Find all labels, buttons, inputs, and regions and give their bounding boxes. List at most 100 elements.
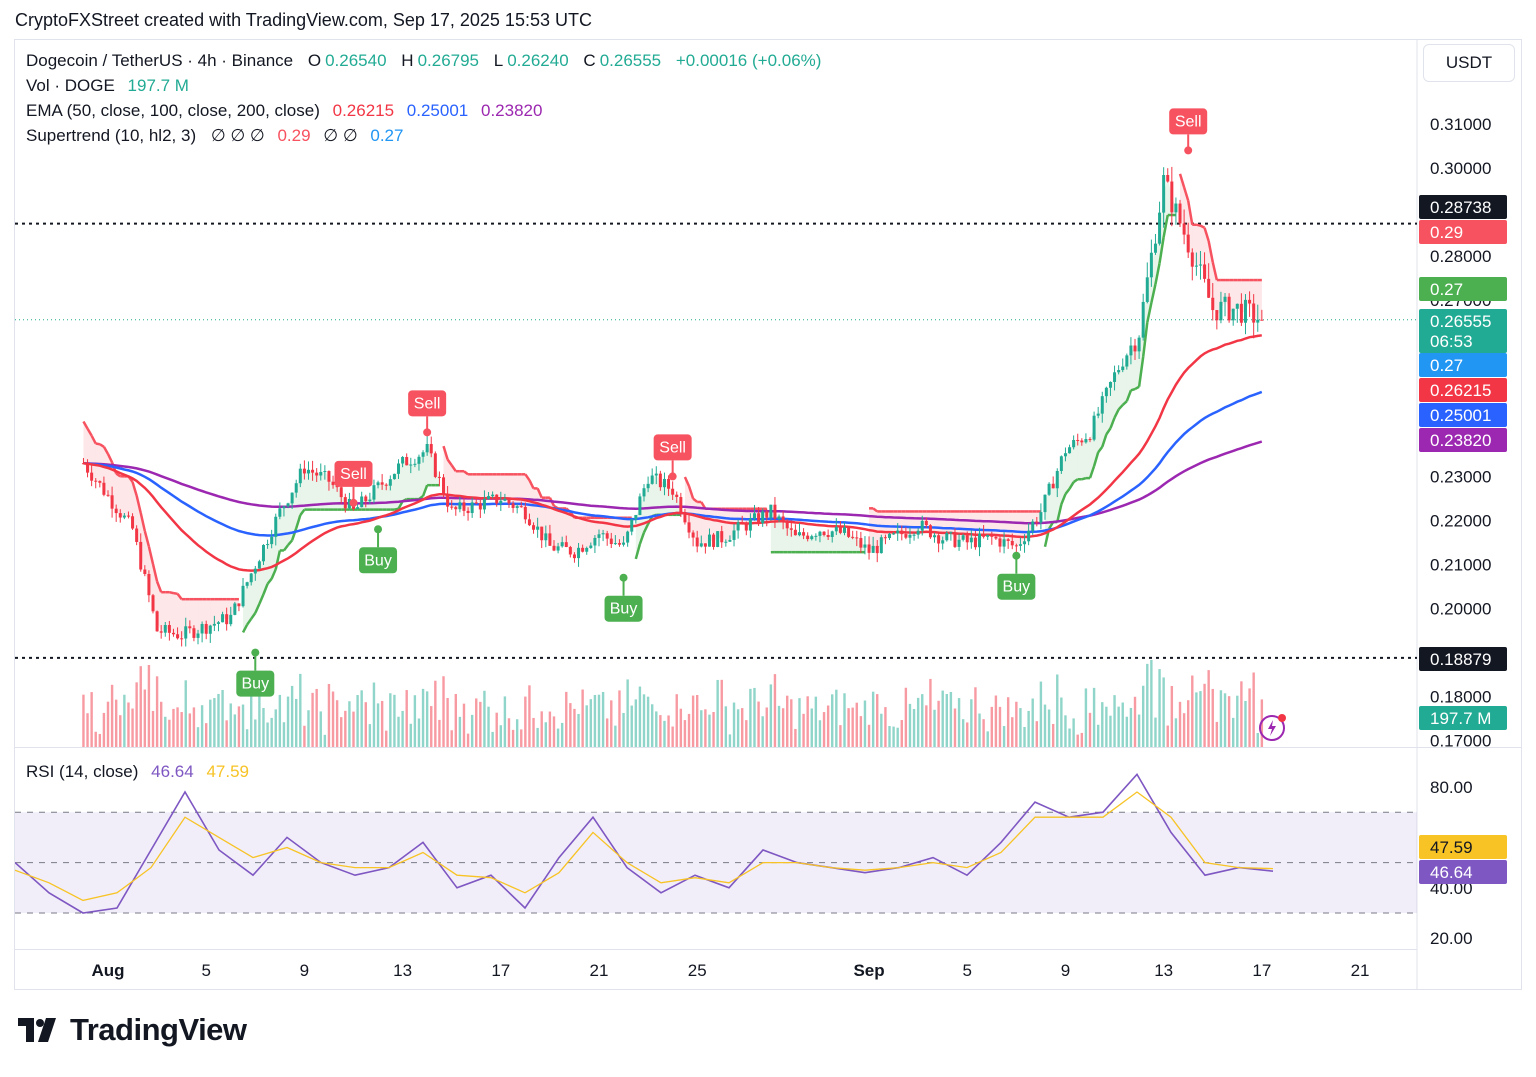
rsi-legend[interactable]: RSI (14, close) 46.64 47.59: [26, 762, 253, 782]
volume-bar: [1109, 715, 1112, 747]
volume-bar: [1101, 702, 1104, 747]
candle-body: [920, 520, 924, 531]
candle-body: [233, 603, 237, 615]
currency-button[interactable]: USDT: [1423, 44, 1515, 82]
ema100-badge: [1419, 403, 1507, 427]
volume-bar: [470, 714, 474, 747]
ema-legend[interactable]: EMA (50, close, 100, close, 200, close) …: [26, 101, 546, 121]
signal-text: Buy: [364, 552, 392, 569]
time-tick-label: 17: [1252, 961, 1271, 980]
supertrend-fill: [578, 517, 583, 553]
volume-bar: [221, 689, 224, 747]
supertrend-up-segment: [1158, 236, 1165, 264]
volume-bar: [348, 701, 351, 747]
supertrend-fill: [619, 517, 624, 544]
supertrend-down-segment: [536, 487, 543, 499]
supertrend-up-badge-text: 0.29: [1430, 223, 1463, 242]
candle-body: [114, 508, 118, 514]
candle-body: [859, 538, 863, 548]
ema100-value: 0.25001: [406, 101, 469, 120]
volume-bar: [667, 715, 670, 747]
buy-signal-label: [359, 547, 398, 574]
volume-bar: [192, 707, 196, 747]
volume-bar: [855, 702, 858, 747]
candle-body: [1002, 539, 1006, 547]
candle-body: [744, 524, 748, 531]
signal-dot: [1184, 146, 1193, 155]
key-low-badge-text: 0.18879: [1430, 650, 1491, 669]
volume-bar: [389, 693, 392, 747]
volume-bar: [528, 685, 531, 747]
volume-bar: [380, 700, 384, 747]
supertrend-fill: [1257, 280, 1262, 322]
candle-body: [466, 510, 470, 514]
low-label: L: [493, 51, 504, 70]
supertrend-fill: [304, 471, 309, 510]
candle-body: [257, 561, 261, 569]
supertrend-up-segment: [394, 507, 399, 511]
candle-body: [208, 625, 212, 634]
tradingview-logo[interactable]: TradingView: [18, 1012, 247, 1048]
volume-bar: [1129, 707, 1133, 747]
volume-bar: [904, 687, 908, 747]
volume-bar: [442, 676, 445, 747]
volume-bar: [168, 719, 171, 747]
volume-bar: [1096, 724, 1100, 747]
candle-body: [180, 638, 184, 640]
supertrend-fill: [1077, 440, 1082, 480]
candle-body: [143, 569, 147, 574]
candle-body: [122, 515, 126, 518]
candle-body: [278, 508, 282, 517]
candle-body: [1055, 470, 1059, 489]
time-tick-label: 5: [963, 961, 972, 980]
volume-legend[interactable]: Vol · DOGE 197.7 M: [26, 76, 193, 96]
volume-bar: [1043, 704, 1047, 747]
supertrend-fill: [451, 465, 456, 509]
supertrend-fill: [586, 517, 591, 550]
volume-bar: [941, 690, 944, 747]
supertrend-fill: [824, 533, 829, 553]
candle-body: [446, 494, 450, 507]
candle-body: [605, 533, 609, 539]
key-high-badge-text: 0.28738: [1430, 198, 1491, 217]
supertrend-legend[interactable]: Supertrend (10, hl2, 3) ∅ ∅ ∅ 0.29 ∅ ∅ 0…: [26, 126, 407, 146]
volume-bar: [376, 703, 380, 747]
volume-bar: [765, 707, 768, 747]
supertrend-fill: [414, 460, 419, 500]
supertrend-fill: [701, 501, 706, 545]
supertrend-fill: [873, 508, 878, 550]
volume-bar: [888, 726, 891, 747]
supertrend-fill: [410, 464, 415, 500]
candle-body: [969, 537, 973, 543]
candle-body: [86, 463, 90, 473]
candle-body: [1006, 539, 1010, 541]
supertrend-fill: [382, 483, 387, 510]
time-tick-label: 21: [1351, 961, 1370, 980]
time-tick-label: Sep: [853, 961, 884, 980]
volume-bar: [712, 711, 715, 747]
symbol-label[interactable]: Dogecoin / TetherUS · 4h · Binance: [26, 51, 294, 70]
volume-bar: [757, 701, 760, 747]
candle-body: [933, 535, 937, 538]
candle-body: [81, 463, 85, 465]
rsi-ma-line: [15, 791, 1274, 902]
volume-bar: [250, 688, 253, 747]
candle-body: [503, 498, 507, 501]
volume-bar: [642, 694, 646, 747]
candle-body: [429, 444, 433, 454]
candle-body: [1223, 296, 1227, 302]
time-tick-label: 9: [1061, 961, 1070, 980]
candle-body: [110, 495, 114, 509]
supertrend-down-segment: [115, 472, 121, 478]
supertrend-up-segment: [246, 618, 253, 626]
volume-bar: [581, 689, 584, 747]
supertrend-up-segment: [250, 612, 257, 620]
tradingview-logo-icon: [18, 1018, 56, 1042]
ema50-value: 0.26215: [332, 101, 395, 120]
alert-icon[interactable]: [1258, 712, 1288, 742]
candle-body: [802, 532, 806, 536]
volume-bar: [225, 720, 228, 747]
supertrend-fill: [1130, 348, 1136, 391]
volume-bar: [1047, 709, 1051, 747]
